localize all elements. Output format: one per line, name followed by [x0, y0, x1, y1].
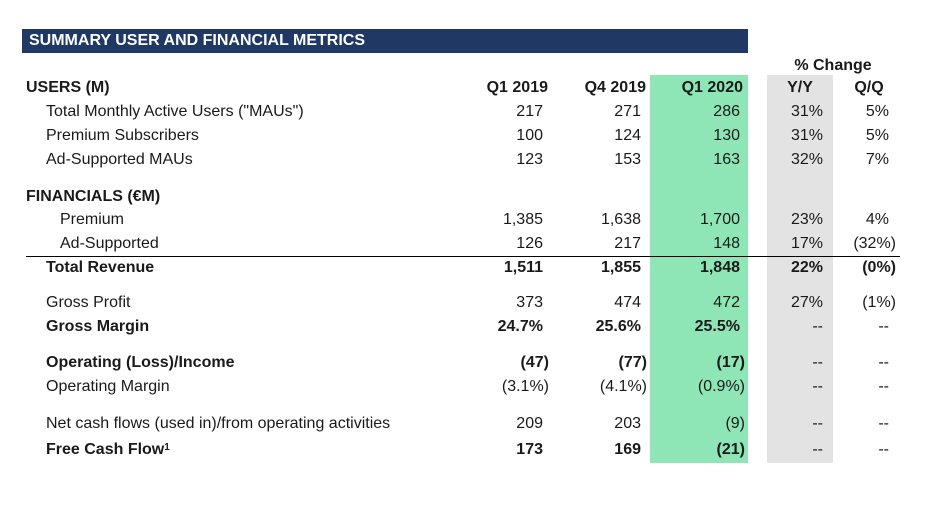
col-header-q4-2019: Q4 2019 — [584, 79, 646, 96]
cell-q1-2019: 209 — [516, 415, 543, 432]
cell-qq: -- — [878, 415, 889, 432]
cell-q4-2019: 1,638 — [600, 211, 641, 228]
cell-yy: 27% — [790, 294, 823, 311]
yy-shaded-column — [767, 75, 833, 463]
cell-q4-2019: 474 — [614, 294, 641, 311]
cell-yy: 17% — [790, 235, 823, 252]
cell-q1-2019: (47) — [520, 354, 549, 371]
col-header-q1-2019: Q1 2019 — [486, 79, 548, 96]
users-section-header: USERS (M) — [26, 79, 110, 96]
cell-yy: -- — [812, 354, 823, 371]
cell-yy: 31% — [790, 103, 823, 120]
row-label-total-revenue: Total Revenue — [46, 259, 155, 276]
col-header-yy: Y/Y — [787, 79, 813, 96]
cell-q4-2019: 25.6% — [595, 318, 641, 335]
cell-yy: 23% — [790, 211, 823, 228]
cell-q4-2019: 124 — [614, 127, 641, 144]
cell-yy: -- — [812, 378, 823, 395]
cell-q1-2019: 173 — [516, 441, 543, 458]
financials-section-header: FINANCIALS (€M) — [26, 188, 161, 205]
cell-q1-2020: 130 — [713, 127, 740, 144]
row-label-total-maus: Total Monthly Active Users ("MAUs") — [46, 103, 304, 120]
cell-q1-2019: 24.7% — [497, 318, 543, 335]
q1-2020-highlight-column — [650, 75, 748, 463]
cell-q1-2020: 25.5% — [694, 318, 740, 335]
row-label-ad-supported-maus: Ad-Supported MAUs — [46, 151, 193, 168]
cell-yy: -- — [812, 318, 823, 335]
cell-qq: -- — [878, 354, 889, 371]
cell-q4-2019: 1,855 — [600, 259, 641, 276]
row-label-operating-margin: Operating Margin — [46, 378, 170, 395]
cell-qq: -- — [878, 378, 889, 395]
row-label-gross-profit: Gross Profit — [46, 294, 131, 311]
cell-q1-2019: 217 — [516, 103, 543, 120]
cell-yy: 32% — [790, 151, 823, 168]
cell-yy: 31% — [790, 127, 823, 144]
col-header-q1-2020: Q1 2020 — [681, 79, 743, 96]
cell-q1-2019: 126 — [516, 235, 543, 252]
cell-q4-2019: 271 — [614, 103, 641, 120]
cell-qq: 4% — [865, 211, 889, 228]
cell-q4-2019: 217 — [614, 235, 641, 252]
row-label-premium-subscribers: Premium Subscribers — [46, 127, 199, 144]
cell-qq: -- — [878, 318, 889, 335]
cell-yy: 22% — [790, 259, 823, 276]
cell-q1-2020: 163 — [713, 151, 740, 168]
cell-qq: (32%) — [853, 235, 896, 252]
cell-q1-2020: 1,848 — [699, 259, 740, 276]
cell-q1-2020: 472 — [713, 294, 740, 311]
col-header-qq: Q/Q — [854, 79, 884, 96]
table-title: SUMMARY USER AND FINANCIAL METRICS — [22, 29, 748, 53]
cell-q1-2019: 100 — [516, 127, 543, 144]
cell-yy: -- — [812, 441, 823, 458]
cell-q1-2020: 1,700 — [699, 211, 740, 228]
cell-q4-2019: (4.1%) — [599, 378, 647, 395]
pct-change-header: % Change — [794, 57, 872, 74]
cell-q4-2019: 169 — [614, 441, 641, 458]
cell-qq: 7% — [865, 151, 889, 168]
row-label-operating-income: Operating (Loss)/Income — [46, 354, 235, 371]
cell-q1-2019: 1,511 — [503, 259, 543, 276]
cell-qq: (1%) — [862, 294, 896, 311]
cell-q1-2020: 286 — [713, 103, 740, 120]
cell-q1-2020: (21) — [716, 441, 745, 458]
row-label-gross-margin: Gross Margin — [46, 318, 150, 335]
cell-q1-2019: 123 — [516, 151, 543, 168]
total-revenue-rule — [26, 256, 900, 257]
row-label-net-cash-flows: Net cash flows (used in)/from operating … — [46, 415, 391, 432]
cell-q1-2019: 373 — [516, 294, 543, 311]
footnote-marker: 1 — [164, 442, 170, 453]
cell-qq: (0%) — [862, 259, 896, 276]
row-label-ad-supported: Ad-Supported — [60, 235, 159, 252]
cell-qq: 5% — [865, 103, 889, 120]
cell-q1-2020: 148 — [713, 235, 740, 252]
cell-yy: -- — [812, 415, 823, 432]
cell-q1-2020: (17) — [716, 354, 745, 371]
cell-q1-2020: (0.9%) — [697, 378, 745, 395]
cell-qq: 5% — [865, 127, 889, 144]
cell-q4-2019: 203 — [614, 415, 641, 432]
row-label-free-cash-flow: Free Cash Flow1 — [46, 441, 170, 458]
cell-q1-2020: (9) — [725, 415, 745, 432]
row-label-premium: Premium — [60, 211, 125, 228]
cell-qq: -- — [878, 441, 889, 458]
cell-q1-2019: (3.1%) — [501, 378, 549, 395]
cell-q1-2019: 1,385 — [502, 211, 543, 228]
cell-q4-2019: (77) — [618, 354, 647, 371]
cell-q4-2019: 153 — [614, 151, 641, 168]
